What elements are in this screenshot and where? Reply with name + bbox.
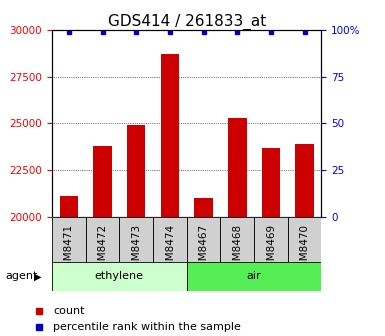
Text: ▶: ▶: [33, 271, 41, 281]
Bar: [85, 217, 119, 262]
Text: GSM8469: GSM8469: [266, 223, 276, 274]
Text: GSM8468: GSM8468: [232, 223, 242, 274]
Bar: [187, 217, 220, 262]
Text: percentile rank within the sample: percentile rank within the sample: [53, 322, 241, 332]
Text: GSM8474: GSM8474: [165, 223, 175, 274]
Text: ethylene: ethylene: [95, 271, 144, 281]
Bar: [254, 217, 288, 262]
Bar: [194, 198, 213, 217]
Text: GSM8473: GSM8473: [131, 223, 141, 274]
Bar: [288, 217, 321, 262]
Bar: [187, 262, 321, 291]
Bar: [153, 217, 187, 262]
Title: GDS414 / 261833_at: GDS414 / 261833_at: [107, 14, 266, 30]
Bar: [119, 217, 153, 262]
Bar: [60, 196, 78, 217]
Text: GSM8471: GSM8471: [64, 223, 74, 274]
Bar: [295, 144, 314, 217]
Bar: [161, 54, 179, 217]
Bar: [127, 125, 146, 217]
Text: GSM8472: GSM8472: [97, 223, 107, 274]
Text: count: count: [53, 306, 84, 316]
Bar: [228, 118, 246, 217]
Bar: [52, 262, 187, 291]
Text: air: air: [247, 271, 261, 281]
Text: GSM8467: GSM8467: [199, 223, 209, 274]
Bar: [262, 148, 280, 217]
Text: agent: agent: [6, 271, 38, 281]
Bar: [52, 217, 85, 262]
Bar: [93, 146, 112, 217]
Bar: [220, 217, 254, 262]
Text: GSM8470: GSM8470: [300, 223, 310, 274]
